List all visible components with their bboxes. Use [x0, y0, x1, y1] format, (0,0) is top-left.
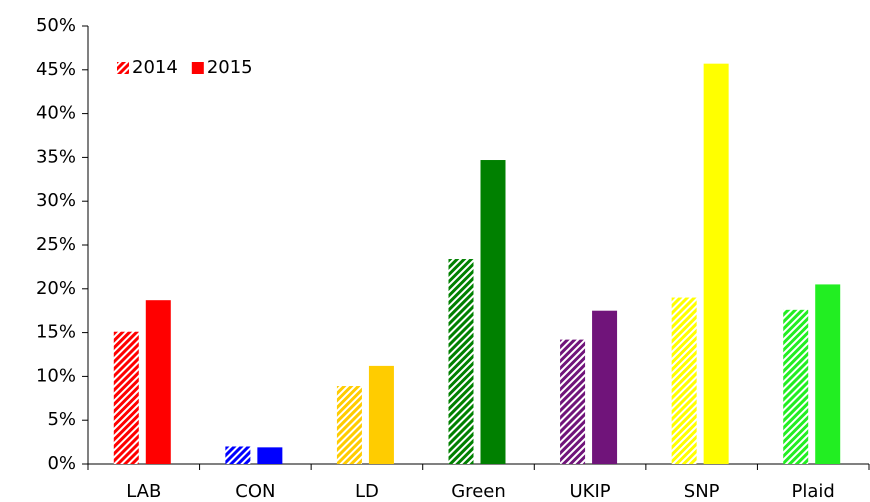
x-tick-label: LD	[355, 481, 379, 502]
y-tick-label: 25%	[36, 234, 76, 255]
y-tick-label: 30%	[36, 190, 76, 211]
y-tick-label: 20%	[36, 278, 76, 299]
bar	[783, 309, 809, 464]
y-tick-label: 5%	[47, 409, 76, 430]
bar	[703, 63, 729, 464]
y-tick-label: 15%	[36, 322, 76, 343]
bar	[592, 310, 618, 464]
legend-swatch	[117, 62, 129, 74]
bar	[257, 447, 283, 464]
x-tick-label: Green	[451, 481, 506, 502]
legend-label: 2014	[132, 57, 178, 78]
bar	[480, 160, 506, 464]
y-tick-label: 0%	[47, 453, 76, 474]
bar	[336, 386, 362, 464]
bar	[113, 331, 139, 464]
legend-label: 2015	[207, 57, 253, 78]
bar	[560, 339, 586, 464]
bar	[815, 284, 841, 464]
x-tick-label: LAB	[126, 481, 161, 502]
y-tick-label: 45%	[36, 59, 76, 80]
y-tick-label: 50%	[36, 15, 76, 36]
x-tick-label: SNP	[684, 481, 720, 502]
y-tick-label: 35%	[36, 146, 76, 167]
y-tick-label: 10%	[36, 365, 76, 386]
bar	[225, 446, 251, 464]
bar	[368, 365, 394, 464]
x-tick-label: UKIP	[569, 481, 610, 502]
legend-swatch	[191, 62, 204, 74]
x-tick-label: Plaid	[792, 481, 835, 502]
bar	[671, 297, 697, 464]
bar	[145, 300, 171, 464]
x-tick-label: CON	[235, 481, 275, 502]
bar	[448, 259, 474, 464]
y-tick-label: 40%	[36, 103, 76, 124]
